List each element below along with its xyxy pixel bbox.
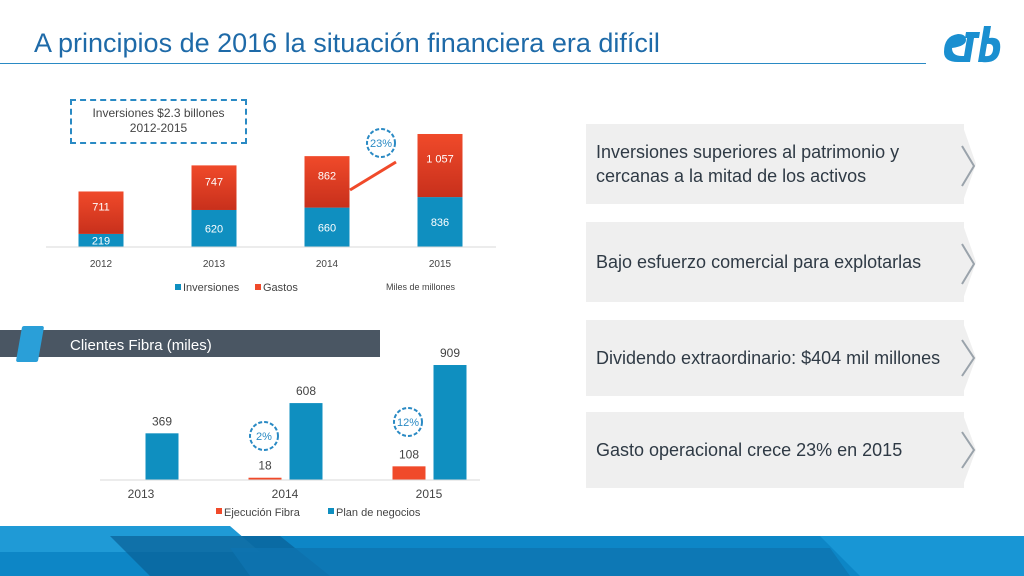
growth-badge xyxy=(366,128,396,158)
bar-inversiones-2014 xyxy=(304,207,350,247)
page-title: A principios de 2016 la situación financ… xyxy=(34,28,660,58)
card-gasto: Gasto operacional crece 23% en 2015 xyxy=(586,412,976,488)
card-inversiones-line2: cercanas a la mitad de los activos xyxy=(596,166,867,186)
unit-note: Miles de millones xyxy=(386,282,456,292)
investment-note-line2: 2012-2015 xyxy=(129,121,188,135)
investment-expense-chart: 219 711 620 747 660 862 836 1 057 2012 2013 2014 2… xyxy=(46,128,496,294)
label-plan-2013: 369 xyxy=(152,414,172,428)
investment-note-line1: Inversiones $2.3 billones xyxy=(92,106,225,120)
bar-gastos-2013 xyxy=(191,165,237,210)
label-ejecucion-2014: 18 xyxy=(258,459,272,473)
chevron-right-icon xyxy=(948,222,976,302)
x-tick-2015: 2015 xyxy=(429,259,452,270)
legend-plan-label: Plan de negocios xyxy=(336,507,421,519)
bar-plan-2015 xyxy=(433,365,467,480)
card-esfuerzo-line1: Bajo esfuerzo comercial para explotarlas xyxy=(596,252,922,272)
title-divider xyxy=(0,63,926,64)
legend-gastos-swatch xyxy=(255,284,261,290)
chevron-right-icon xyxy=(948,320,976,396)
legend-inversiones-label: Inversiones xyxy=(183,282,240,294)
x-tick-2015: 2015 xyxy=(416,487,443,501)
card-inversiones: Inversiones superiores al patrimonio y ce… xyxy=(586,124,976,204)
fibra-clients-chart: 369 608 18 909 108 2013 2014 2015 2% 12% Ejecu… xyxy=(100,346,480,519)
label-gastos-2014: 862 xyxy=(318,170,336,182)
label-ejecucion-2015: 108 xyxy=(399,447,419,461)
card-gasto-line1: Gasto operacional crece 23% en 2015 xyxy=(596,440,903,460)
x-tick-2014: 2014 xyxy=(316,259,339,270)
bar-gastos-2012 xyxy=(78,191,124,234)
legend-ejecucion-label: Ejecución Fibra xyxy=(224,507,301,519)
label-gastos-2013: 747 xyxy=(205,176,223,188)
x-tick-2013: 2013 xyxy=(203,259,226,270)
card-esfuerzo: Bajo esfuerzo comercial para explotarlas xyxy=(586,222,976,302)
card-inversiones-line1: Inversiones superiores al patrimonio y xyxy=(596,142,900,162)
growth-badge-label: 23% xyxy=(370,138,392,150)
chevron-right-icon xyxy=(948,124,976,204)
legend-ejecucion-swatch xyxy=(216,508,222,514)
bar-ejecucion-2014 xyxy=(248,477,282,480)
investment-note: Inversiones $2.3 billones 2012-2015 xyxy=(70,99,247,144)
label-inversiones-2013: 620 xyxy=(205,223,223,235)
label-gastos-2012: 711 xyxy=(92,202,110,214)
bar-gastos-2015 xyxy=(417,133,463,198)
bar-inversiones-2013 xyxy=(191,209,237,247)
etb-logo xyxy=(940,22,1004,73)
growth-badge-2015 xyxy=(393,407,423,437)
footer-band xyxy=(0,526,1024,576)
growth-badge-2014-label: 2% xyxy=(256,431,272,443)
chevron-right-icon xyxy=(948,412,976,488)
bar-plan-2013 xyxy=(145,433,179,480)
growth-connector xyxy=(349,160,397,192)
label-plan-2015: 909 xyxy=(440,346,460,360)
label-gastos-2015: 1 057 xyxy=(426,153,454,165)
bar-inversiones-2012 xyxy=(78,233,124,247)
label-plan-2014: 608 xyxy=(296,384,316,398)
x-tick-2013: 2013 xyxy=(128,487,155,501)
label-inversiones-2015: 836 xyxy=(431,217,449,229)
x-tick-2012: 2012 xyxy=(90,259,113,270)
label-inversiones-2012: 219 xyxy=(92,235,110,247)
card-dividendo: Dividendo extraordinario: $404 mil millo… xyxy=(586,320,976,396)
bar-plan-2014 xyxy=(289,403,323,480)
growth-badge-2014 xyxy=(249,421,279,451)
fibra-banner: Clientes Fibra (miles) xyxy=(0,330,380,357)
label-inversiones-2014: 660 xyxy=(318,222,336,234)
legend-plan-swatch xyxy=(328,508,334,514)
x-tick-2014: 2014 xyxy=(272,487,299,501)
bar-gastos-2014 xyxy=(304,156,350,208)
growth-badge-2015-label: 12% xyxy=(397,417,419,429)
bar-inversiones-2015 xyxy=(417,197,463,247)
legend-inversiones-swatch xyxy=(175,284,181,290)
legend-gastos-label: Gastos xyxy=(263,282,298,294)
bar-ejecucion-2015 xyxy=(392,466,426,480)
card-dividendo-line1: Dividendo extraordinario: $404 mil millo… xyxy=(596,348,941,368)
